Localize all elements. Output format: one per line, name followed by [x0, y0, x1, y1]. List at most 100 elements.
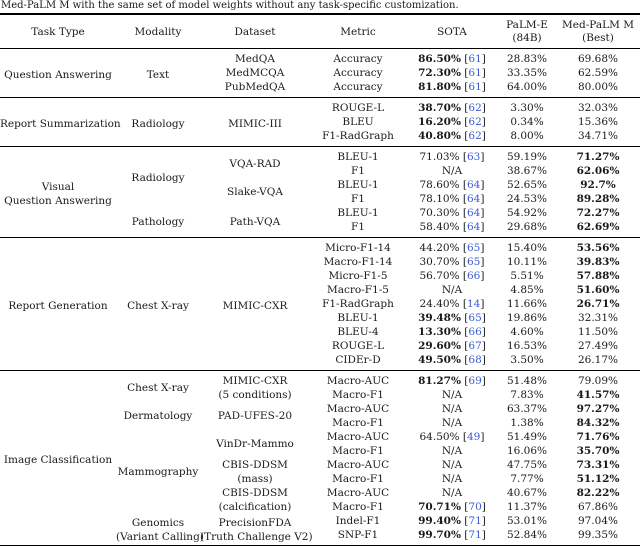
citation-link[interactable]: [69] — [464, 375, 486, 387]
palm-e-value-cell-value: 3.50% — [510, 354, 544, 366]
metric-cell: BLEU-1 — [310, 146, 406, 164]
citation-number[interactable]: 65 — [468, 312, 482, 324]
citation-number[interactable]: 69 — [468, 375, 482, 387]
dataset-cell: MIMIC-III — [200, 97, 310, 147]
palm-e-value-cell: 40.67% — [498, 486, 556, 500]
palm-e-value-cell: 28.83% — [498, 48, 556, 66]
med-palm-m-value-cell: 71.27% — [556, 146, 640, 164]
citation-number[interactable]: 64 — [467, 207, 481, 219]
palm-e-value-cell: 24.53% — [498, 192, 556, 206]
table-row: ROUGE-L 29.60% [67] 16.53% 27.49% — [0, 339, 640, 353]
metric-cell: Macro-F1 — [310, 444, 406, 458]
palm-e-value-cell-value: 53.01% — [506, 515, 548, 527]
sota-value-cell: N/A — [406, 164, 498, 178]
citation-number[interactable]: 65 — [467, 242, 481, 254]
citation-link[interactable]: [64] — [462, 179, 485, 191]
metric-cell-value: Macro-F1 — [332, 501, 384, 513]
citation-number[interactable]: 62 — [468, 130, 482, 142]
dataset-cell: CBIS-DDSM (calcification) — [200, 486, 310, 514]
citation-link[interactable]: [66] — [462, 270, 485, 282]
citation-number[interactable]: 61 — [468, 81, 482, 93]
med-palm-m-value-cell: 89.28% — [556, 192, 640, 206]
citation-number[interactable]: 66 — [468, 326, 482, 338]
citation-number[interactable]: 64 — [467, 193, 481, 205]
label-line: Radiology — [131, 172, 185, 184]
citation-number[interactable]: 68 — [468, 354, 482, 366]
metric-cell: Accuracy — [310, 66, 406, 80]
med-palm-m-value-cell-value: 11.50% — [577, 326, 619, 338]
citation-link[interactable]: [68] — [464, 354, 486, 366]
metric-cell-value: Macro-F1-5 — [327, 284, 389, 296]
citation-link[interactable]: [67] — [464, 340, 486, 352]
citation-number[interactable]: 64 — [467, 221, 481, 233]
sota-value-cell: 58.40% [64] — [406, 220, 498, 238]
citation-link[interactable]: [65] — [462, 256, 485, 268]
palm-e-value-cell-value: 10.11% — [506, 256, 548, 268]
sota-value: 81.80% — [418, 81, 461, 93]
citation-link[interactable]: [65] — [464, 312, 486, 324]
citation-number[interactable]: 65 — [467, 256, 481, 268]
citation-link[interactable]: [65] — [462, 242, 485, 254]
table-row: CBIS-DDSM (calcification) Macro-AUC N/A 40.6… — [0, 486, 640, 513]
citation-link[interactable]: [66] — [464, 326, 486, 338]
citation-link[interactable]: [64] — [462, 221, 485, 233]
sota-value-cell: N/A — [406, 472, 498, 486]
citation-link[interactable]: [14] — [462, 298, 485, 310]
citation-number[interactable]: 63 — [467, 151, 481, 163]
metric-cell-value: Accuracy — [333, 67, 383, 79]
metric-cell-value: Macro-F1 — [332, 389, 384, 401]
citation-number[interactable]: 49 — [467, 431, 481, 443]
citation-link[interactable]: [64] — [462, 207, 485, 219]
citation-number[interactable]: 70 — [468, 501, 482, 513]
citation-number[interactable]: 14 — [467, 298, 481, 310]
metric-cell: ROUGE-L — [310, 339, 406, 353]
med-palm-m-value-cell: 51.60% — [556, 283, 640, 297]
label-line: Visual — [41, 180, 75, 193]
sota-value: 78.10% — [419, 193, 460, 205]
palm-e-value-cell: 3.30% — [498, 97, 556, 115]
citation-number[interactable]: 66 — [467, 270, 481, 282]
table-row: Genomics (Variant Calling) PrecisionFDA (Tr… — [0, 514, 640, 543]
palm-e-value-cell-value: 47.75% — [506, 459, 548, 471]
citation-number[interactable]: 62 — [468, 116, 482, 128]
label-line: MIMIC-CXR — [222, 375, 288, 387]
sota-value-cell: 99.70% [71] — [406, 528, 498, 546]
citation-link[interactable]: [62] — [464, 102, 486, 114]
palm-e-value-cell: 16.06% — [498, 444, 556, 458]
citation-link[interactable]: [64] — [462, 193, 485, 205]
palm-e-value-cell: 4.85% — [498, 283, 556, 297]
table-row: Dermatology PAD-UFES-20 Macro-AUC N/A 63.37%… — [0, 402, 640, 422]
citation-link[interactable]: [71] — [464, 515, 486, 527]
metric-cell: BLEU-1 — [310, 311, 406, 325]
citation-link[interactable]: [49] — [462, 431, 485, 443]
citation-link[interactable]: [70] — [464, 501, 486, 513]
sota-value-cell: N/A — [406, 416, 498, 430]
citation-number[interactable]: 62 — [468, 102, 482, 114]
dataset-cell: MedQA — [200, 48, 310, 66]
metric-cell: Indel-F1 — [310, 514, 406, 528]
metric-cell-value: CIDEr-D — [335, 354, 381, 366]
sota-value-cell: 70.71% [70] — [406, 500, 498, 514]
citation-number[interactable]: 71 — [468, 515, 482, 527]
citation-number[interactable]: 61 — [468, 67, 482, 79]
dataset-cell: VQA-RAD — [200, 146, 310, 178]
citation-link[interactable]: [62] — [464, 130, 486, 142]
citation-link[interactable]: [61] — [464, 67, 486, 79]
citation-link[interactable]: [61] — [464, 81, 486, 93]
med-palm-m-value-cell: 99.35% — [556, 528, 640, 546]
palm-e-value-cell-value: 7.77% — [510, 473, 544, 485]
citation-link[interactable]: [61] — [464, 53, 486, 65]
table-row: BLEU-1 39.48% [65] 19.86% 32.31% — [0, 311, 640, 325]
citation-link[interactable]: [62] — [464, 116, 486, 128]
palm-e-value-cell: 1.38% — [498, 416, 556, 430]
sota-value-cell: N/A — [406, 283, 498, 297]
palm-e-value-cell-value: 51.48% — [506, 375, 548, 387]
citation-link[interactable]: [71] — [464, 529, 486, 541]
citation-number[interactable]: 61 — [468, 53, 482, 65]
modality-cell: Pathology — [116, 206, 200, 238]
citation-number[interactable]: 67 — [468, 340, 482, 352]
citation-number[interactable]: 71 — [468, 529, 482, 541]
citation-number[interactable]: 64 — [467, 179, 481, 191]
citation-link[interactable]: [63] — [462, 151, 485, 163]
metric-cell-value: BLEU-1 — [337, 207, 379, 219]
